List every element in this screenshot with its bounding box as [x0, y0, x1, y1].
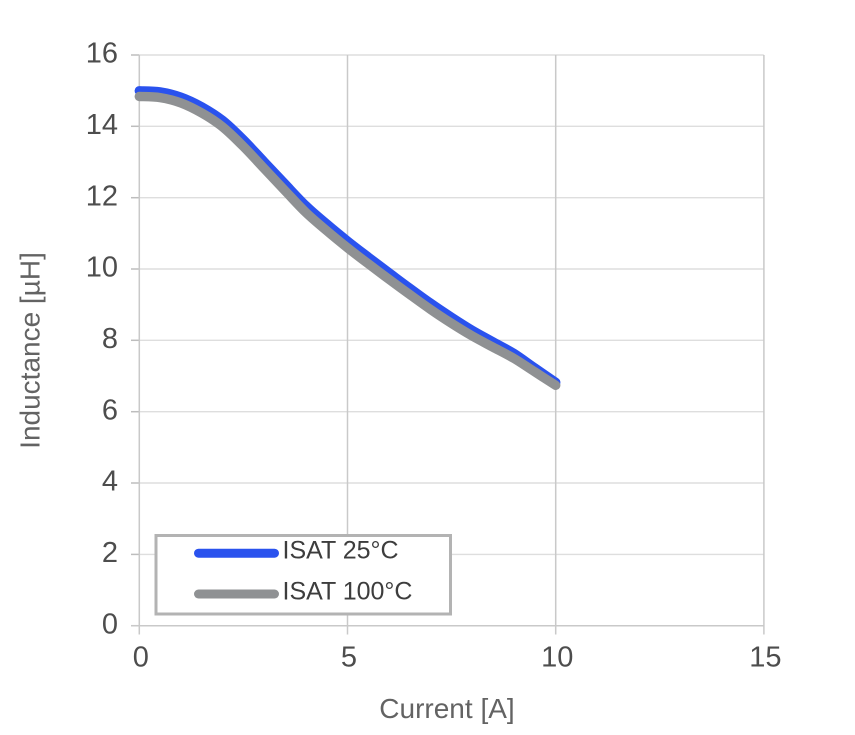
svg-text:4: 4	[102, 466, 118, 498]
svg-text:ISAT 100°C: ISAT 100°C	[283, 578, 413, 606]
svg-text:10: 10	[541, 641, 573, 673]
svg-text:5: 5	[341, 641, 357, 673]
svg-text:0: 0	[102, 608, 118, 640]
svg-text:Current [A]: Current [A]	[379, 693, 514, 724]
svg-text:14: 14	[86, 109, 118, 141]
svg-text:0: 0	[133, 641, 149, 673]
svg-text:15: 15	[749, 641, 781, 673]
svg-text:12: 12	[86, 180, 118, 212]
svg-text:16: 16	[86, 38, 118, 70]
svg-text:6: 6	[102, 394, 118, 426]
svg-text:2: 2	[102, 537, 118, 569]
svg-text:8: 8	[102, 323, 118, 355]
svg-text:Inductance [µH]: Inductance [µH]	[15, 252, 46, 449]
svg-text:ISAT 25°C: ISAT 25°C	[283, 537, 399, 565]
svg-text:10: 10	[86, 252, 118, 284]
